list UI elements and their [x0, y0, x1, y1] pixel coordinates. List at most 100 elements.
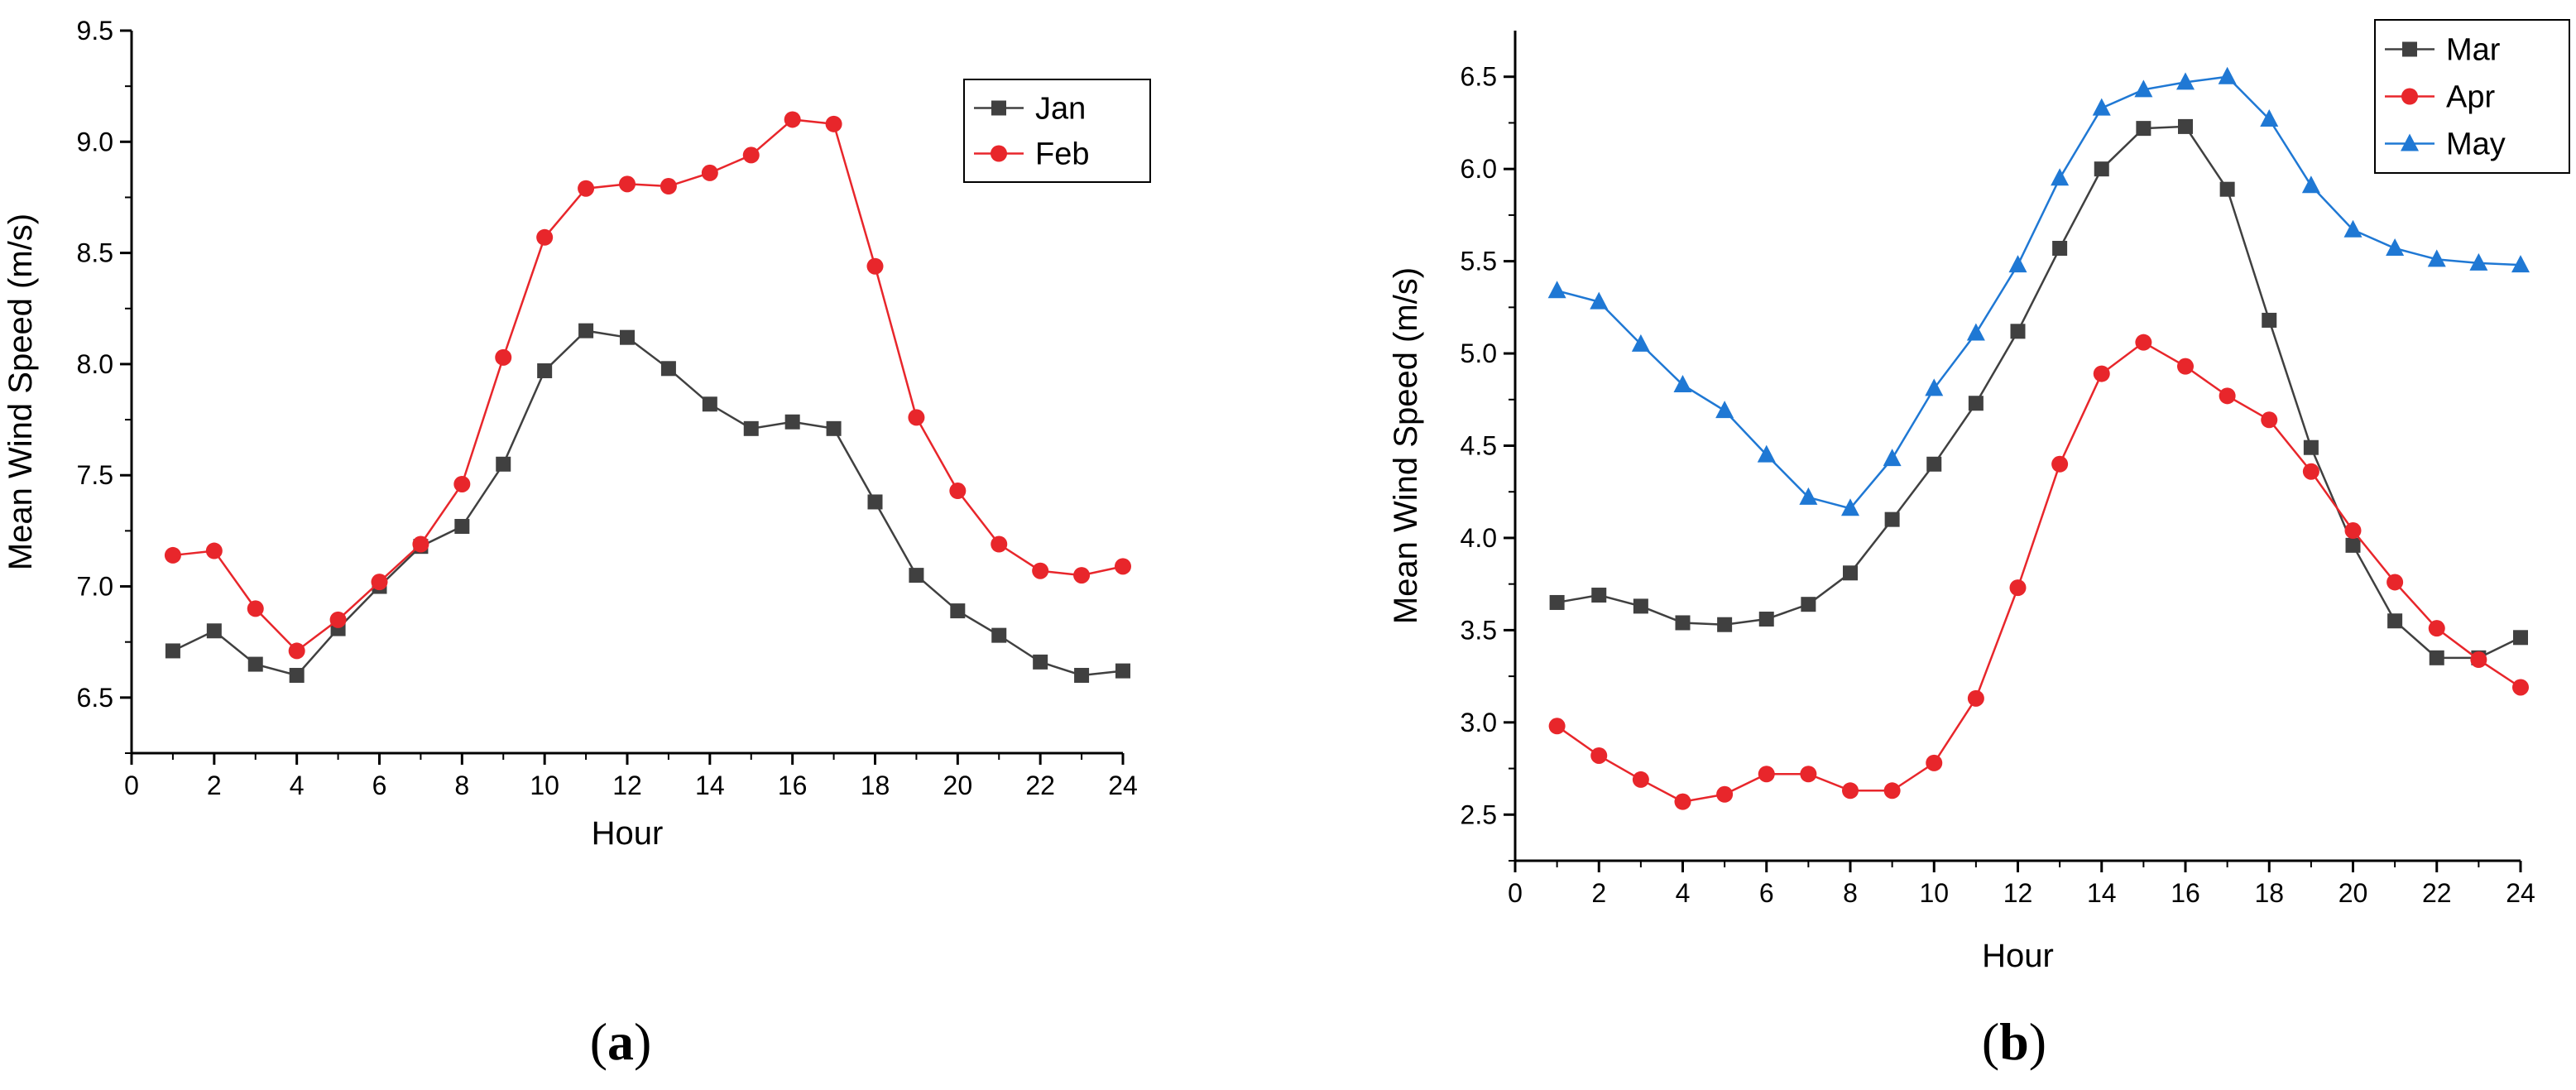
data-point: [1758, 766, 1775, 783]
x-tick-label: 10: [530, 771, 559, 800]
data-point: [2343, 219, 2363, 238]
data-point: [784, 111, 801, 128]
y-tick-label: 6.5: [1461, 62, 1497, 92]
series-mar: [1549, 118, 2528, 665]
x-tick-label: 8: [1843, 878, 1858, 908]
data-point: [2260, 108, 2279, 127]
data-point: [1033, 654, 1048, 670]
data-point: [2344, 522, 2362, 540]
data-point: [701, 164, 718, 181]
data-point: [2094, 161, 2109, 177]
x-tick-label: 20: [943, 771, 973, 800]
data-point: [908, 409, 925, 426]
data-point: [1925, 378, 1944, 396]
data-point: [1884, 511, 1900, 527]
y-tick-label: 7.5: [77, 460, 113, 490]
y-tick-label: 5.0: [1461, 339, 1497, 368]
data-point: [2219, 387, 2236, 405]
x-tick-label: 18: [861, 771, 890, 800]
data-point: [660, 361, 676, 377]
data-point: [1115, 558, 1131, 575]
data-point: [2261, 411, 2278, 429]
data-point: [206, 623, 222, 639]
data-point: [1633, 598, 1648, 614]
data-point: [1717, 617, 1733, 632]
series-feb: [164, 111, 1131, 660]
series-line: [1556, 341, 2521, 803]
x-tick-label: 6: [372, 771, 387, 800]
data-point: [2429, 650, 2444, 665]
x-tick-label: 18: [2254, 878, 2284, 908]
data-point: [164, 546, 181, 564]
x-tick-label: 0: [1508, 878, 1523, 908]
data-point: [1883, 449, 1902, 467]
data-point: [329, 611, 347, 628]
data-point: [1673, 374, 1692, 392]
data-point: [1073, 567, 1091, 584]
x-tick-label: 16: [778, 771, 808, 800]
y-tick-label: 7.0: [77, 572, 113, 602]
x-tick-label: 16: [2171, 878, 2200, 908]
data-point: [1074, 667, 1090, 683]
x-tick-label: 4: [290, 771, 305, 800]
data-point: [165, 643, 180, 659]
data-point: [1757, 444, 1776, 463]
panel-label-close: ): [2029, 1012, 2046, 1071]
series-line: [172, 329, 1124, 677]
data-point: [2176, 72, 2195, 90]
data-point: [1968, 396, 1984, 411]
data-point: [2135, 334, 2152, 351]
data-point: [867, 494, 883, 510]
data-point: [578, 180, 595, 197]
x-tick-label: 22: [1025, 771, 1055, 800]
data-point: [2345, 537, 2361, 553]
data-point: [578, 323, 594, 339]
legend-label: Feb: [1035, 137, 1089, 172]
y-tick-label: 6.0: [1461, 154, 1497, 184]
series-apr: [1548, 334, 2529, 810]
axes: 0 2 4 6 8 10 12 14 16 18 20 22 246.57.07.58.08.59.09…: [77, 16, 1138, 800]
x-tick-label: 2: [207, 771, 222, 800]
data-point: [1115, 663, 1130, 679]
legend-label: Jan: [1035, 92, 1086, 127]
data-point: [1966, 323, 1985, 341]
data-point: [2387, 574, 2404, 591]
data-point: [1548, 718, 1566, 735]
x-tick-label: 0: [124, 771, 139, 800]
x-tick-label: 12: [612, 771, 642, 800]
legend-marker: [2402, 41, 2417, 57]
data-point: [1632, 771, 1649, 788]
data-point: [1967, 689, 1984, 707]
data-point: [412, 535, 429, 553]
data-point: [909, 568, 924, 583]
data-point: [1715, 401, 1734, 419]
data-point: [2009, 579, 2027, 597]
data-point: [2386, 238, 2405, 257]
data-point: [1843, 565, 1858, 581]
panel-label-open: (: [590, 1012, 607, 1071]
x-tick-label: 12: [2003, 878, 2033, 908]
x-tick-label: 22: [2422, 878, 2452, 908]
y-tick-label: 4.0: [1461, 523, 1497, 553]
data-point: [2512, 679, 2529, 696]
data-point: [205, 542, 223, 559]
x-tick-label: 2: [1591, 878, 1606, 908]
data-point: [949, 483, 967, 500]
panel-label: (a): [590, 1012, 652, 1071]
data-point: [2052, 241, 2068, 257]
series-line: [1557, 125, 2521, 660]
legend-marker: [2401, 88, 2418, 105]
data-point: [950, 603, 966, 619]
data-point: [2092, 98, 2111, 116]
data-point: [1547, 281, 1566, 299]
data-point: [247, 656, 263, 672]
data-point: [454, 519, 470, 535]
y-tick-label: 5.5: [1461, 247, 1497, 276]
data-point: [2469, 252, 2488, 271]
series-line: [172, 118, 1124, 653]
data-point: [2427, 249, 2446, 267]
data-point: [2301, 175, 2320, 194]
data-point: [1883, 782, 1901, 799]
data-point: [991, 535, 1008, 553]
x-axis-title: Hour: [1982, 938, 2054, 974]
